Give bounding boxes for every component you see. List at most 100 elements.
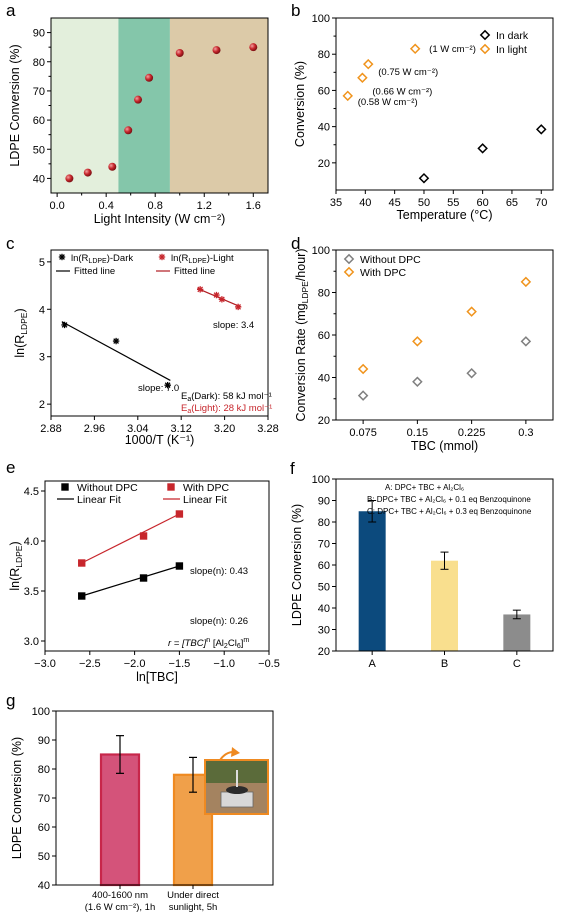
y-tick-label: 80 (33, 57, 45, 69)
data-point (134, 95, 143, 104)
x-tick-label: 35 (330, 197, 342, 209)
text-span: ln(R (71, 253, 89, 264)
y-tick-label: 50 (38, 851, 50, 863)
y-tick-label: 80 (318, 288, 330, 300)
x-tick-label: 1.2 (197, 200, 212, 212)
y-tick-label: 40 (33, 173, 45, 185)
text-span: ] (241, 638, 244, 649)
panel-g: 400-1600 nm(1.6 W cm⁻²), 1h Under directs… (6, 691, 274, 913)
x-axis-label: 1000/T (K⁻¹) (125, 433, 195, 447)
data-point-without-dpc (520, 336, 532, 347)
data-point-light (234, 303, 242, 311)
bar (358, 511, 386, 651)
photo-inset (204, 759, 269, 815)
y-tick-label: 50 (318, 582, 330, 594)
x-axis-label: ln[TBC] (136, 670, 178, 684)
y-tick-label: 40 (318, 603, 330, 615)
y-tick-label: 40 (38, 880, 50, 892)
y-tick-label: 30 (318, 625, 330, 637)
legend-marker-dark (58, 253, 66, 261)
y-axis-label-end: ) (13, 308, 27, 312)
panel-letter: d (291, 234, 300, 253)
legend-marker (61, 483, 69, 491)
y-tick-label: 70 (38, 793, 50, 805)
data-point-dark (164, 381, 171, 389)
legend-marker (167, 483, 175, 491)
panel-b: 35 40 45 50 55 60 65 70 20 40 60 80 100 (0.58 W cm⁻²)… (291, 1, 554, 222)
data-point-with-dpc (412, 336, 423, 347)
text-span: r = [TBC] (168, 638, 207, 649)
photo-stirrer (220, 791, 254, 808)
x-tick-label: 2.88 (40, 423, 61, 435)
data-point-dark (536, 124, 547, 135)
legend-label: ln(RLDPE)-Light (171, 253, 234, 265)
y-axis-label: Conversion (%) (293, 61, 307, 147)
y-tick-label: 60 (33, 115, 45, 127)
x-axis-label: Temperature (°C) (397, 208, 493, 222)
y-axis-label: Conversion Rate (mgLDPE/hour) (294, 249, 310, 422)
y-axis-label: ln(RLDPE) (8, 541, 24, 590)
data-point-light (218, 296, 226, 303)
panel-e: −3.0 −2.5 −2.0 −1.5 −1.0 −0.5 3.0 3.5 4.0 4.5 With… (6, 458, 280, 684)
x-tick-label: −0.5 (258, 658, 280, 670)
legend-marker-light (479, 43, 491, 55)
legend-label: Without DPC (77, 482, 138, 494)
y-tick-label: 20 (318, 415, 330, 427)
text-span: E (181, 403, 187, 414)
fit-line-light (197, 287, 242, 308)
y-tick-label: 3.0 (24, 636, 39, 648)
y-axis-label-end: ) (8, 541, 22, 545)
shaded-region (51, 18, 119, 193)
data-point (65, 174, 74, 183)
point-label: (0.66 W cm⁻²) (372, 87, 432, 98)
y-tick-label: 4 (39, 304, 45, 316)
y-tick-label: 100 (312, 245, 330, 257)
text-span: ln(R (171, 253, 189, 264)
x-tick-label: C (513, 658, 521, 670)
x-tick-label: 2.96 (84, 423, 105, 435)
legend-label: Without DPC (360, 254, 421, 266)
data-point-light (357, 72, 368, 84)
y-tick-label: 3 (39, 352, 45, 364)
activation-energy-dark: Ea(Dark): 58 kJ mol⁻¹ (181, 391, 272, 403)
x-axis-label: Light Intensity (W cm⁻²) (94, 212, 226, 226)
y-axis-label-main: Conversion Rate (mg (294, 303, 308, 421)
x-tick-label: −1.0 (213, 658, 235, 670)
y-tick-label: 100 (32, 706, 50, 718)
data-point-dark (418, 172, 430, 184)
y-tick-label: 90 (318, 496, 330, 508)
y-tick-label: 60 (318, 560, 330, 572)
y-tick-label: 40 (318, 373, 330, 385)
x-tick-label: A (368, 658, 376, 670)
data-point-without-dpc (139, 574, 148, 582)
x-tick-label: 0.0 (49, 200, 64, 212)
y-tick-label: 2 (39, 399, 45, 411)
activation-energy-light: Ea(Light): 28 kJ mol⁻¹ (181, 403, 272, 415)
panel-f: A B C 20 30 40 50 60 70 80 90 100 A: DPC+ TBC + Al₂C… (290, 459, 554, 670)
y-axis-label-main: ln(R (8, 568, 22, 591)
legend-label: Linear Fit (183, 494, 227, 506)
x-tick-label: B (441, 658, 448, 670)
legend-label: In dark (496, 30, 529, 42)
x-tick-label-line2: (1.6 W cm⁻²), 1h (85, 902, 155, 913)
fit-line-with-dpc (81, 513, 180, 564)
plot-frame (335, 17, 554, 191)
x-tick-label: 0.225 (458, 427, 486, 439)
y-tick-label: 20 (318, 646, 330, 658)
data-point (108, 162, 117, 171)
data-point-light (196, 286, 204, 293)
data-point-with-dpc (466, 306, 477, 317)
fit-line-without-dpc (81, 565, 180, 597)
text-span: m (243, 637, 249, 644)
text-span: 6 (237, 643, 241, 650)
data-point-without-dpc (412, 376, 423, 388)
y-tick-label: 60 (38, 822, 50, 834)
legend-marker-light (158, 253, 166, 261)
text-span: (Dark): 58 kJ mol⁻¹ (191, 391, 272, 402)
data-point (83, 168, 92, 177)
text-span: 2 (224, 643, 228, 650)
x-tick-label: −1.5 (169, 658, 191, 670)
data-point-without-dpc (175, 562, 184, 570)
y-tick-label: 70 (33, 86, 45, 98)
data-point-without-dpc (466, 367, 477, 379)
